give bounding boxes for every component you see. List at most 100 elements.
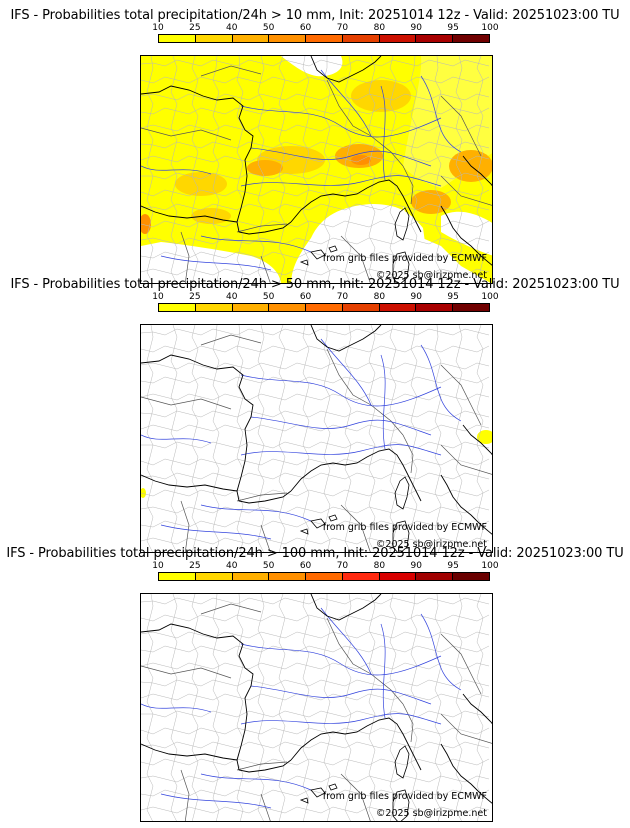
admin-boundary [302,325,310,552]
colorbar-tick-label: 70 [336,561,349,571]
copyright-credit: ©2025 sb@irizpme.net [375,539,487,550]
admin-boundary [236,56,244,283]
colorbar-tick-label: 10 [152,23,164,33]
map-svg [141,325,492,552]
river [141,434,212,444]
admin-boundary [323,325,331,552]
colorbar-tick-label: 25 [189,292,201,302]
panel-10mm: IFS - Probabilities total precipitation/… [0,8,630,284]
admin-boundary [141,203,490,211]
national-border [180,231,190,283]
admin-boundary [368,325,376,552]
coastline [310,594,382,621]
map-svg [141,594,492,821]
colorbar-labels: 10 25 40 50 60 70 80 90 95 100 [152,22,498,34]
colorbar-tick-label: 60 [299,561,312,571]
admin-boundary [146,594,154,821]
coastline [310,56,382,83]
colorbar-tick-label: 50 [262,561,275,571]
admin-boundary [141,362,490,370]
admin-boundary [434,594,442,821]
precip-area [175,172,227,196]
admin-boundary [141,76,490,84]
admin-boundary [141,59,490,67]
river [250,416,432,436]
colorbar-labels: 10 25 40 50 60 70 80 90 95 100 [152,560,498,572]
admin-boundary [236,594,244,821]
admin-boundary [476,325,484,552]
admin-boundary [410,56,418,283]
colorbar-segment [416,35,454,42]
river [420,75,462,153]
admin-boundary [141,645,490,653]
admin-boundary [323,594,331,821]
admin-boundary [344,325,352,552]
river [141,165,212,175]
admin-boundary [389,594,397,821]
coastline-baleares [299,259,309,266]
coastline-sardinia [392,789,410,821]
admin-boundary [476,56,484,283]
river [240,444,442,456]
precip-area [401,206,491,283]
admin-boundary [410,594,418,821]
admin-boundary [146,56,154,283]
national-border [402,703,414,743]
precip-area [141,242,161,283]
river [240,643,442,676]
admin-boundary [257,56,265,283]
colorbar-segment [269,573,307,580]
river [320,607,372,675]
national-border [440,95,482,157]
coastline-baleares [299,797,309,804]
admin-boundary [455,594,463,821]
coastline [440,474,492,535]
admin-boundary [455,325,463,552]
admin-boundary [141,328,490,336]
source-credit: from grib files provided by ECMWF [322,522,487,533]
precip-area [141,488,146,498]
source-credit: from grib files provided by ECMWF [322,791,487,802]
colorbar [158,34,490,43]
river [420,613,462,691]
precip-area [247,160,283,176]
national-border [440,444,492,475]
colorbar-tick-label: 50 [262,292,275,302]
coastline [440,205,492,266]
admin-boundary [146,325,154,552]
coastline [141,354,292,504]
national-border [236,223,288,233]
national-border [440,175,492,206]
colorbar-tick-label: 90 [410,561,422,571]
admin-boundary [141,727,490,735]
coastline-sardinia [392,251,410,283]
coastline-baleares [328,514,338,522]
panel-100mm: IFS - Probabilities total precipitation/… [0,546,630,822]
admin-boundary [278,56,286,283]
admin-boundary [141,393,490,401]
national-border [180,769,190,821]
colorbar-tick-label: 70 [336,292,349,302]
coastline-baleares [299,528,309,535]
colorbar-segment [159,304,196,311]
admin-boundary [476,594,484,821]
coastline [141,743,238,761]
admin-boundary [344,594,352,821]
colorbar-segment [379,573,417,580]
admin-boundary [141,662,490,670]
admin-boundary [141,155,490,163]
colorbar-segment [195,35,233,42]
river [160,524,272,540]
admin-boundary [141,268,490,276]
admin-boundary [141,775,490,783]
coastline [290,717,422,771]
colorbar-segment [342,304,380,311]
coastline [290,179,422,233]
national-border [260,793,271,821]
coastline [310,325,382,352]
colorbar-tick-label: 100 [481,292,499,302]
national-border [326,79,404,167]
colorbar-tick-label: 95 [447,292,459,302]
colorbar-segment [159,573,196,580]
precip-area [477,430,492,444]
